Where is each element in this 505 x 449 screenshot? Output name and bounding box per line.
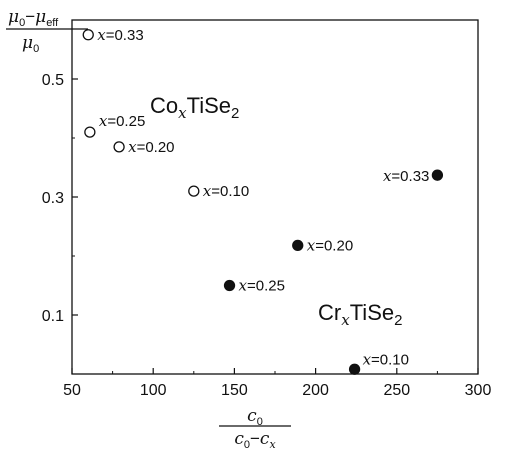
- y-axis-label-numerator: μ0​−μeff​: [8, 7, 59, 29]
- point-label: x=0.10: [363, 350, 409, 368]
- x-axis-label-denominator: c0​−cx​: [234, 429, 276, 449]
- axis-ticks: [71, 78, 479, 374]
- open-point: [82, 29, 94, 41]
- x-tick-label: 100: [140, 382, 167, 399]
- open-point: [188, 185, 200, 197]
- y-tick-label: 0.5: [42, 72, 64, 89]
- axis-tick-labels: 50 100 150 200 250 300 0.1 0.3 0.5: [42, 72, 492, 399]
- point-label: x=0.20: [128, 138, 174, 156]
- series-label-co: CoxTiSe2: [150, 93, 239, 122]
- x-axis-label: c0​ c0​−cx​: [219, 406, 291, 449]
- y-axis-label-denominator: μ0​: [22, 33, 39, 55]
- point-label: x=0.20: [307, 236, 353, 254]
- point-label: x=0.25: [239, 277, 285, 295]
- point-label: x=0.33: [383, 167, 429, 185]
- y-tick-label: 0.3: [42, 190, 64, 207]
- point-annotations: x=0.33 x=0.25 x=0.20 x=0.10 x=0.33 x=0.20 x=0.…: [97, 26, 429, 369]
- x-tick-label: 50: [63, 382, 81, 399]
- data-points: [82, 29, 444, 375]
- filled-point: [292, 239, 304, 252]
- point-label: x=0.33: [97, 26, 143, 44]
- point-label: x=0.10: [203, 182, 249, 200]
- plot-area-border: [71, 19, 479, 375]
- x-tick-label: 250: [383, 382, 410, 399]
- y-axis-label: μ0​−μeff​ μ0​: [6, 7, 88, 55]
- y-tick-label: 0.1: [42, 308, 64, 325]
- x-axis-label-numerator: c0​: [247, 406, 263, 428]
- point-label: x=0.25: [99, 112, 145, 130]
- x-tick-label: 200: [302, 382, 329, 399]
- open-point: [113, 141, 125, 153]
- x-tick-label: 300: [465, 382, 492, 399]
- filled-point: [348, 363, 361, 375]
- filled-point: [223, 279, 236, 292]
- open-point: [84, 126, 96, 138]
- series-label-cr: CrxTiSe2: [318, 300, 402, 329]
- x-tick-label: 150: [221, 382, 248, 399]
- plot-frame: [71, 19, 479, 375]
- filled-point: [431, 169, 444, 181]
